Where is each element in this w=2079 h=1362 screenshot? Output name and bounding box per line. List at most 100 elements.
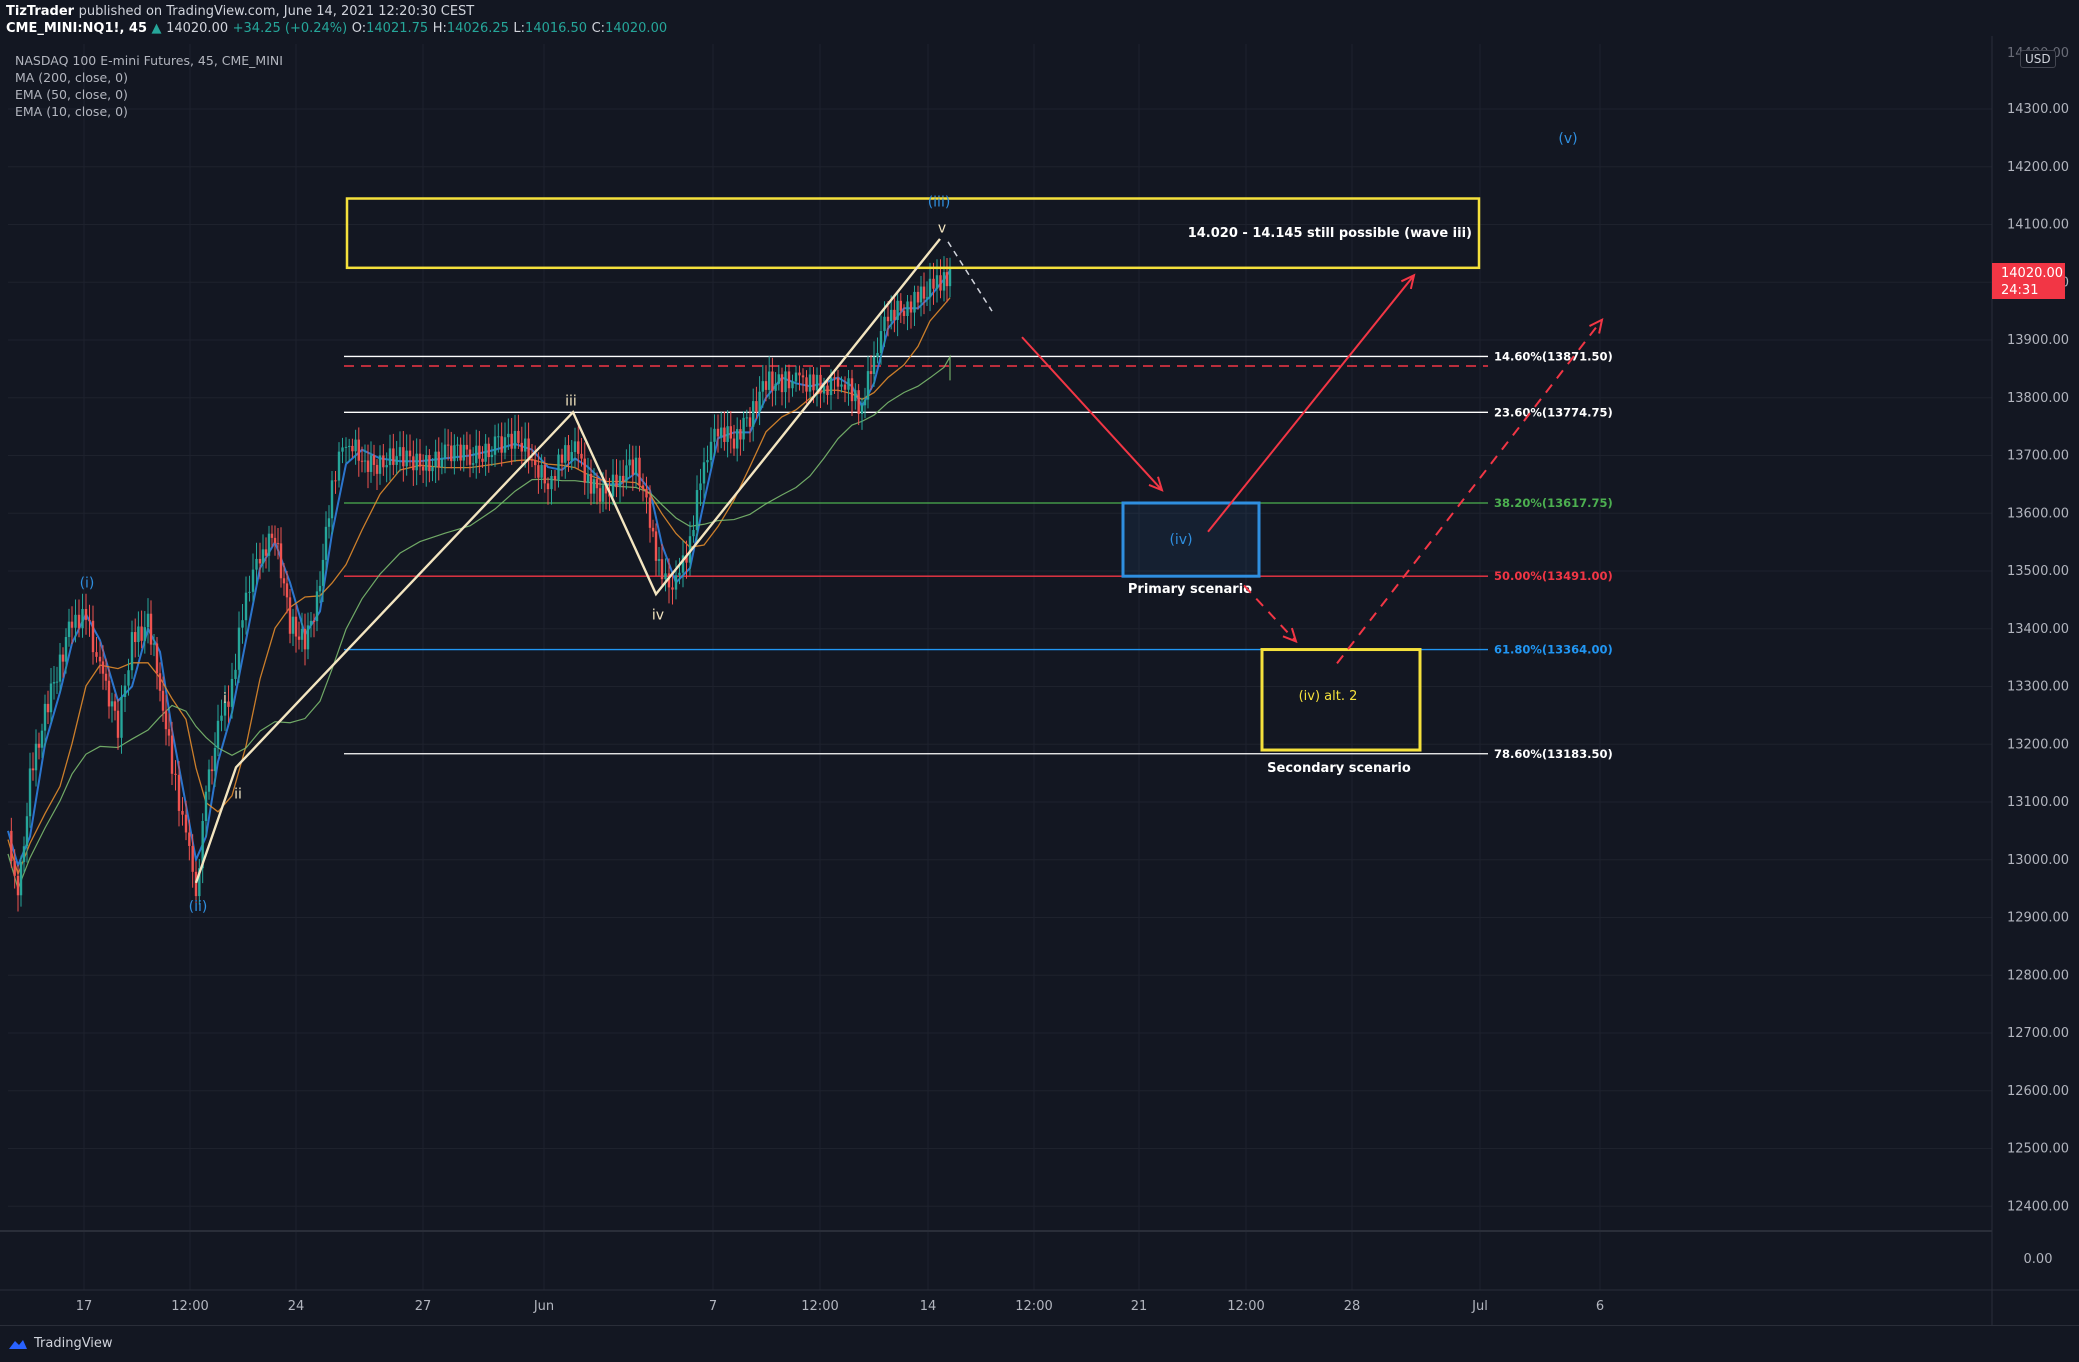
candle-body — [896, 300, 899, 320]
candle-body — [481, 458, 484, 462]
candle-body — [527, 438, 530, 460]
candle-body — [925, 297, 929, 299]
candle-body — [74, 614, 77, 628]
candle-body — [883, 316, 886, 332]
candle-body — [392, 448, 395, 465]
candle-body — [537, 465, 540, 478]
candle-body — [654, 531, 658, 561]
price-tick-label: 13300.00 — [2007, 680, 2069, 695]
candle-body — [149, 613, 153, 645]
candle-body — [836, 377, 840, 387]
candle-body — [294, 616, 298, 637]
candle-body — [899, 300, 902, 311]
time-tick-label: 14 — [920, 1299, 937, 1314]
candle-body — [780, 374, 784, 393]
candle-body — [543, 465, 546, 484]
candle-body — [876, 352, 879, 357]
candle-body — [478, 445, 481, 459]
candle-body — [688, 536, 692, 563]
candle-body — [177, 774, 181, 811]
candle-body — [592, 479, 596, 494]
tradingview-logo[interactable]: TradingView — [8, 1336, 113, 1351]
time-tick-label: 12:00 — [1227, 1299, 1264, 1314]
candle-body — [557, 454, 560, 480]
candle-body — [573, 441, 577, 453]
symbol-name[interactable]: CME_MINI:NQ1!, 45 — [6, 21, 148, 36]
candle-body — [815, 374, 819, 391]
fib-level-label: 14.60%(13871.50) — [1494, 349, 1613, 363]
candle-body — [431, 467, 434, 472]
high-label: H: — [432, 21, 447, 36]
candle-body — [282, 578, 286, 584]
candle-body — [140, 626, 143, 641]
candle-body — [517, 430, 520, 443]
legend-title[interactable]: NASDAQ 100 E-mini Futures, 45, CME_MINI — [15, 53, 283, 68]
legend-indicator-ma200[interactable]: MA (200, close, 0) — [15, 70, 128, 85]
candle-body — [819, 374, 822, 394]
primary-scenario-text: Primary scenario — [1128, 582, 1252, 597]
candle-body — [204, 791, 208, 821]
candle-body — [213, 747, 217, 772]
time-tick-label: 12:00 — [1015, 1299, 1052, 1314]
bar-countdown: 24:31 — [2001, 283, 2039, 298]
fib-level-label: 23.60%(13774.75) — [1494, 405, 1613, 419]
candle-body — [137, 626, 140, 643]
candle-body — [615, 474, 618, 488]
price-tick-label: 13400.00 — [2007, 622, 2069, 637]
legend-indicator-ema10[interactable]: EMA (10, close, 0) — [15, 104, 128, 119]
candle-body — [321, 559, 325, 586]
candle-body — [739, 429, 742, 440]
candle-body — [833, 377, 836, 379]
candle-body — [395, 456, 398, 465]
fib-level-label: 78.60%(13183.50) — [1494, 747, 1613, 761]
down-arrow-secondary-head — [1282, 627, 1298, 644]
candle-body — [324, 526, 328, 560]
candle-body — [854, 390, 857, 402]
high-value: 14026.25 — [446, 21, 509, 36]
candle-body — [840, 384, 843, 387]
oscillator-tick-label: 0.00 — [2024, 1252, 2053, 1267]
candle-body — [285, 583, 289, 598]
candle-body — [510, 433, 513, 449]
candle-body — [641, 485, 645, 489]
author-name[interactable]: TizTrader — [6, 4, 75, 19]
candle-body — [863, 399, 867, 406]
candle-body — [264, 549, 268, 556]
candle-body — [107, 680, 111, 707]
candle-body — [906, 301, 909, 317]
candle-body — [657, 559, 661, 561]
candle-body — [58, 654, 62, 682]
candle-body — [497, 436, 500, 438]
price-tick-label: 12400.00 — [2007, 1199, 2069, 1214]
candle-body — [729, 426, 732, 439]
candle-body — [667, 573, 671, 588]
candle-body — [471, 463, 475, 465]
candle-body — [732, 438, 736, 449]
candle-body — [774, 383, 777, 391]
candle-body — [337, 451, 341, 481]
candle-body — [134, 632, 137, 643]
wave-label: (iii) — [928, 194, 951, 210]
candle-body — [174, 773, 177, 775]
up-arrow-secondary-head — [1589, 317, 1604, 334]
candle-body — [812, 374, 815, 391]
candle-body — [434, 451, 437, 468]
candle-body — [922, 286, 926, 299]
wave-label: iii — [565, 394, 577, 410]
wave-zigzag — [194, 238, 941, 884]
legend-indicator-ema50[interactable]: EMA (50, close, 0) — [15, 87, 128, 102]
candle-body — [685, 555, 688, 563]
price-tick-label: 13500.00 — [2007, 564, 2069, 579]
symbol-line: CME_MINI:NQ1!, 45 ▲ 14020.00 +34.25 (+0.… — [6, 21, 667, 36]
candle-body — [77, 614, 81, 629]
candle-body — [276, 543, 280, 545]
wave-label: i — [223, 691, 227, 707]
currency-badge[interactable]: USD — [2020, 50, 2056, 68]
candle-body — [170, 735, 174, 774]
candle-body — [706, 460, 709, 463]
chart-canvas[interactable]: 14.60%(13871.50) 23.60%(13774.75) 38.20%(1… — [0, 36, 2079, 1325]
candle-body — [55, 681, 59, 683]
candle-body — [893, 309, 896, 320]
candle-body — [692, 529, 695, 537]
candle-body — [130, 632, 134, 671]
